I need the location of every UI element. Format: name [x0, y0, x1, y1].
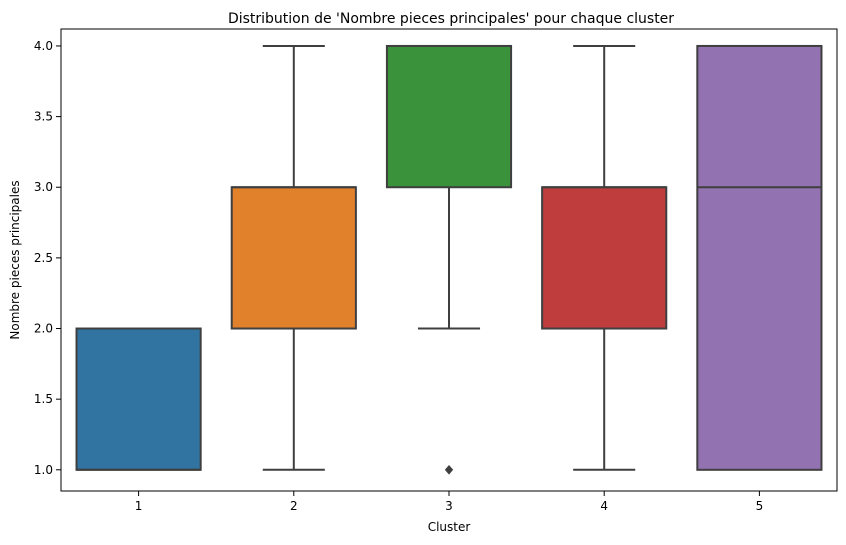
x-axis-label: Cluster [428, 520, 471, 534]
box-cluster-5 [696, 44, 823, 471]
box-cluster-1 [75, 327, 202, 471]
y-tick-label: 2.0 [34, 322, 53, 336]
y-tick-label: 1.5 [34, 392, 53, 406]
boxes-group [75, 44, 823, 475]
chart-title: Distribution de 'Nombre pieces principal… [228, 11, 674, 27]
box-cluster-4 [541, 44, 668, 471]
x-tick-label: 3 [445, 499, 453, 513]
y-tick-label: 3.5 [34, 110, 53, 124]
x-tick-label: 4 [600, 499, 608, 513]
box-iqr [541, 186, 668, 330]
outlier-point [444, 465, 454, 475]
y-axis-label: Nombre pieces principales [8, 180, 22, 339]
x-axis: 1 2 3 4 5 [135, 491, 763, 513]
box-cluster-3 [385, 44, 513, 475]
box-iqr [230, 186, 357, 330]
y-axis: 1.0 1.5 2.0 2.5 3.0 3.5 4.0 [34, 39, 61, 477]
y-tick-label: 2.5 [34, 251, 53, 265]
y-tick-label: 4.0 [34, 39, 53, 53]
x-tick-label: 1 [135, 499, 143, 513]
box-iqr [385, 44, 513, 189]
box-iqr [696, 44, 823, 471]
box-cluster-2 [230, 44, 357, 471]
x-tick-label: 5 [756, 499, 764, 513]
x-tick-label: 2 [290, 499, 298, 513]
y-tick-label: 1.0 [34, 463, 53, 477]
y-tick-label: 3.0 [34, 180, 53, 194]
box-iqr [75, 327, 202, 471]
